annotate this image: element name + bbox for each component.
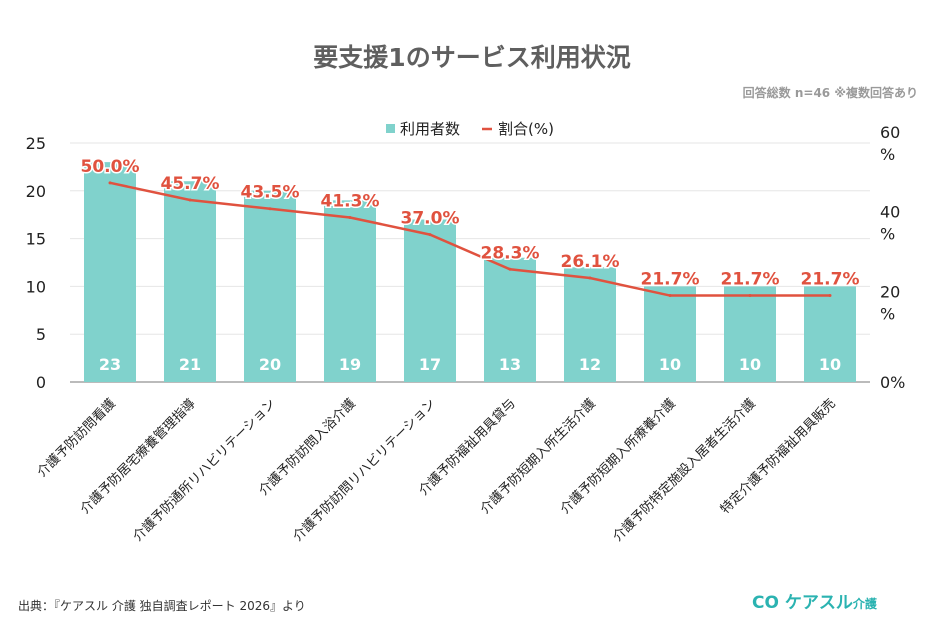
logo-mark: CO: [752, 593, 779, 613]
bar-value-label: 21: [179, 355, 201, 374]
bar: [404, 219, 456, 382]
ratio-label: 28.3%: [481, 243, 540, 263]
logo: CO ケアスル介護: [752, 588, 877, 613]
ratio-label: 41.3%: [321, 191, 380, 211]
ratio-point: [188, 198, 192, 202]
ratio-point: [508, 267, 512, 271]
ratio-point: [348, 215, 352, 219]
ratio-label: 26.1%: [561, 252, 620, 272]
category-label: 介護予防訪問リハビリテーション: [290, 396, 439, 545]
bar: [84, 162, 136, 382]
ratio-label: 50.0%: [81, 157, 140, 177]
ratio-label: 37.0%: [401, 209, 460, 229]
right-tick-label: 20%: [880, 282, 900, 323]
source-note: 出典：『ケアスル 介護 独自調査レポート 2026』より: [18, 599, 306, 613]
ratio-point: [108, 181, 112, 185]
bar-value-label: 10: [819, 355, 841, 374]
bar-value-label: 23: [99, 355, 121, 374]
response-note: 回答総数 n=46 ※複数回答あり: [742, 86, 918, 100]
bar-value-label: 12: [579, 355, 601, 374]
bar: [484, 257, 536, 382]
bar-value-label: 17: [419, 355, 441, 374]
bar: [244, 190, 296, 382]
bar: [324, 200, 376, 382]
bar-value-label: 10: [739, 355, 761, 374]
ratio-point: [428, 233, 432, 237]
bar-value-label: 13: [499, 355, 521, 374]
bar: [164, 181, 216, 382]
ratio-point: [748, 294, 752, 298]
legend-bar-swatch: [386, 124, 395, 133]
bar: [644, 286, 696, 382]
left-tick-label: 15: [26, 230, 46, 249]
bar-value-label: 20: [259, 355, 281, 374]
left-tick-label: 0: [36, 373, 46, 392]
ratio-label: 21.7%: [721, 270, 780, 290]
left-tick-label: 20: [26, 182, 46, 201]
ratio-point: [588, 276, 592, 280]
bar-value-label: 19: [339, 355, 361, 374]
chart-title: 要支援1のサービス利用状況: [313, 43, 631, 72]
ratio-point: [668, 294, 672, 298]
logo-sub: 介護: [852, 597, 877, 611]
category-label: 介護予防特定施設入居者生活介護: [610, 396, 759, 545]
logo-name: ケアスル: [784, 593, 853, 613]
right-tick-label: 40%: [880, 203, 900, 244]
left-tick-label: 25: [26, 134, 46, 153]
bar: [804, 286, 856, 382]
ratio-label: 43.5%: [241, 183, 300, 203]
bar-value-label: 10: [659, 355, 681, 374]
legend-line-label: 割合(%): [498, 120, 554, 138]
ratio-line: [109, 181, 830, 297]
category-label: 介護予防通所リハビリテーション: [130, 396, 279, 545]
ratio-label: 21.7%: [801, 270, 860, 290]
right-tick-label: 0%: [880, 373, 905, 392]
ratio-label: 21.7%: [641, 270, 700, 290]
left-tick-label: 5: [36, 325, 46, 344]
category-label: 介護予防訪問看護: [34, 396, 119, 481]
ratio-point: [268, 207, 272, 211]
legend-bar-label: 利用者数: [400, 120, 460, 138]
bar: [724, 286, 776, 382]
ratio-point: [828, 294, 832, 298]
right-tick-label: 60%: [880, 123, 900, 164]
bar: [564, 267, 616, 382]
left-tick-label: 10: [26, 277, 46, 296]
ratio-label: 45.7%: [161, 174, 220, 194]
